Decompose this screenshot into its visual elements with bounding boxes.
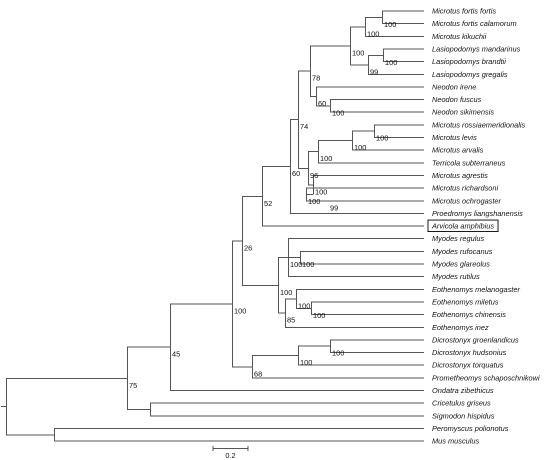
taxon-label: Lasiopodomys mandarinus — [432, 44, 521, 53]
taxon-label: Microtus rossiaemeridionalis — [432, 120, 526, 129]
support-value: 96 — [310, 171, 318, 180]
support-value: 100 — [367, 29, 379, 38]
scale-bar-label: 0.2 — [225, 451, 235, 460]
taxon-label: Myodes rufocanus — [432, 247, 493, 256]
support-value: 85 — [287, 316, 295, 325]
support-value: 100 — [352, 48, 364, 57]
support-values: 1001001009910010060781001001009910010096… — [129, 20, 397, 390]
taxon-label: Peromyscus polionotus — [432, 424, 509, 433]
support-value: 52 — [264, 199, 272, 208]
taxon-label: Microtus arvalis — [432, 146, 484, 155]
taxon-label: Ondatra zibethicus — [432, 386, 494, 395]
taxon-labels: Microtus fortis fortis Microtus fortis ca… — [427, 7, 540, 446]
support-value: 60 — [292, 169, 300, 178]
support-value: 100 — [320, 154, 332, 163]
taxon-label: Microtus agrestis — [432, 171, 488, 180]
support-value: 26 — [244, 243, 252, 252]
support-value: 100 — [376, 134, 388, 143]
taxon-label: Myodes rutilus — [432, 272, 480, 281]
taxon-label: Proedromys liangshanensis — [432, 209, 523, 218]
taxon-label: Arvicola amphibius — [431, 222, 494, 231]
taxon-label: Dicrostonyx groenlandicus — [432, 335, 519, 344]
taxon-label: Sigmodon hispidus — [432, 411, 495, 420]
highlight-box — [427, 219, 499, 233]
taxon-label: Microtus fortis calamorum — [432, 19, 517, 28]
taxon-label: Mus musculus — [432, 437, 480, 446]
taxon-label: Lasiopodomys brandtii — [432, 57, 506, 66]
taxon-label: Lasiopodomys gregalis — [432, 70, 508, 79]
support-value: 100 — [290, 260, 302, 269]
support-value: 100 — [332, 349, 344, 358]
support-value: 99 — [370, 67, 378, 76]
support-value: 75 — [129, 381, 137, 390]
scale-bar: 0.2 — [212, 446, 249, 460]
support-value: 100 — [385, 58, 397, 67]
taxon-label: Eothenomys inez — [432, 323, 489, 332]
taxon-label: Eothenomys chinensis — [432, 310, 506, 319]
support-value: 74 — [300, 122, 308, 131]
support-value: 100 — [354, 143, 366, 152]
taxon-label: Myodes glareolus — [432, 260, 490, 269]
taxon-label: Cricetulus griseus — [432, 399, 491, 408]
taxon-label: Neodon irene — [432, 82, 476, 91]
support-value: 100 — [315, 187, 327, 196]
taxon-label: Terricola subterraneus — [432, 158, 506, 167]
support-value: 100 — [280, 288, 292, 297]
taxon-label: Microtus richardsoni — [432, 184, 498, 193]
taxon-label: Neodon fuscus — [432, 95, 482, 104]
support-value: 68 — [254, 369, 262, 378]
tree-branches — [1, 10, 424, 442]
support-value: 100 — [308, 197, 320, 206]
taxon-label: Eothenomys melanogaster — [432, 285, 520, 294]
taxon-label: Eothenomys miletus — [432, 297, 499, 306]
support-value: 100 — [298, 301, 310, 310]
support-value: 78 — [312, 74, 320, 83]
taxon-label: Microtus kikuchii — [432, 32, 487, 41]
support-value: 60 — [318, 99, 326, 108]
taxon-label: Myodes regulus — [432, 234, 484, 243]
taxon-label: Neodon sikimensis — [432, 108, 494, 117]
support-value: 45 — [172, 350, 180, 359]
support-value: 100 — [300, 358, 312, 367]
taxon-label: Microtus fortis fortis — [432, 7, 496, 16]
support-value: 100 — [332, 108, 344, 117]
taxon-label: Microtus ochrogaster — [432, 196, 502, 205]
support-value: 100 — [234, 306, 246, 315]
support-value: 100 — [302, 260, 314, 269]
taxon-label: Dicrostonyx torquatus — [432, 361, 504, 370]
support-value: 100 — [384, 20, 396, 29]
taxon-label: Prometheomys schaposchnikowi — [432, 373, 540, 382]
taxon-label: Dicrostonyx hudsonius — [432, 348, 507, 357]
support-value: 99 — [330, 203, 338, 212]
support-value: 100 — [313, 311, 325, 320]
taxon-label: Microtus levis — [432, 133, 477, 142]
